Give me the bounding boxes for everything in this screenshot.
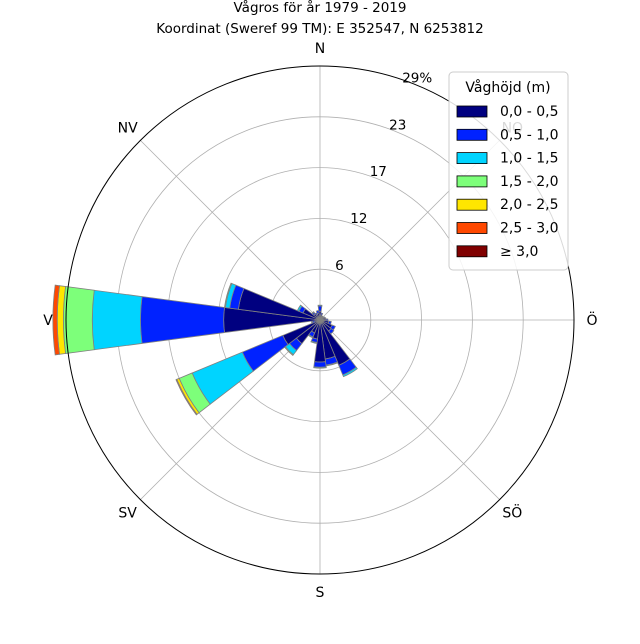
- sector-bar-segment: [224, 282, 233, 308]
- radial-tick-label: 23: [389, 117, 406, 133]
- legend-entry-label: 1,5 - 2,0: [500, 174, 558, 190]
- direction-label: Ö: [586, 311, 597, 329]
- sector-bar-segment: [313, 361, 327, 368]
- sector-bar-segment: [315, 310, 320, 315]
- legend-entry-label: 2,0 - 2,5: [500, 197, 558, 213]
- direction-label: S: [316, 585, 325, 601]
- chart-title: Vågros för år 1979 - 2019: [233, 0, 406, 16]
- legend-frame: [448, 71, 569, 271]
- legend-swatch: [456, 105, 488, 118]
- legend-swatch: [456, 175, 488, 188]
- radial-tick-label: 29%: [402, 70, 432, 86]
- chart-subtitle: Koordinat (Sweref 99 TM): E 352547, N 62…: [156, 21, 483, 37]
- sector-bar-segment: [317, 304, 323, 307]
- legend-swatch: [456, 128, 488, 141]
- legend: Våghöjd (m) 0,0 - 0,5 0,5 - 1,0 1,0 - 1,5 1…: [448, 71, 569, 271]
- legend-swatch: [456, 222, 488, 234]
- direction-label: N: [315, 41, 325, 57]
- sector-bar-segment: [91, 289, 143, 351]
- radial-tick-label: 6: [335, 258, 344, 274]
- sector-bar-segment: [52, 284, 60, 356]
- radial-tick-labels: 6 12 17 23 29%: [335, 70, 432, 274]
- legend-entry-label: ≥ 3,0: [500, 244, 538, 260]
- sector-bar-segment: [140, 296, 225, 344]
- legend-entry-label: 2,5 - 3,0: [500, 221, 558, 237]
- legend-title: Våghöjd (m): [465, 79, 550, 96]
- direction-label: V: [43, 313, 53, 329]
- grid-spoke: [319, 319, 500, 500]
- polar-outer-ring: [65, 65, 575, 575]
- legend-items: 0,0 - 0,5 0,5 - 1,0 1,0 - 1,5 1,5 - 2,0 2,0 …: [456, 104, 558, 260]
- direction-label: NV: [118, 121, 138, 137]
- radial-tick-label: 12: [350, 211, 367, 227]
- legend-swatch: [456, 245, 488, 258]
- sector-bar-segment: [342, 366, 358, 378]
- radial-tick-label: 17: [370, 164, 387, 180]
- legend-entry-label: 0,0 - 0,5: [500, 104, 558, 120]
- legend-swatch: [456, 198, 488, 211]
- sector-bar-segment: [313, 366, 327, 369]
- legend-entry-label: 0,5 - 1,0: [500, 127, 558, 143]
- grid-spoke: [140, 140, 321, 321]
- direction-label: SÖ: [502, 503, 522, 521]
- sector-bar-segment: [62, 286, 95, 354]
- sector-bar-segment: [320, 312, 324, 316]
- legend-swatch: [456, 152, 488, 165]
- sector-bar-segment: [311, 311, 315, 315]
- legend-entry-label: 1,0 - 1,5: [500, 151, 558, 167]
- sector-bars: [52, 282, 358, 416]
- sector-bar-segment: [296, 304, 303, 312]
- sector-bar-segment: [175, 378, 198, 416]
- direction-label: SV: [118, 505, 137, 521]
- sector-bar-segment: [310, 340, 318, 344]
